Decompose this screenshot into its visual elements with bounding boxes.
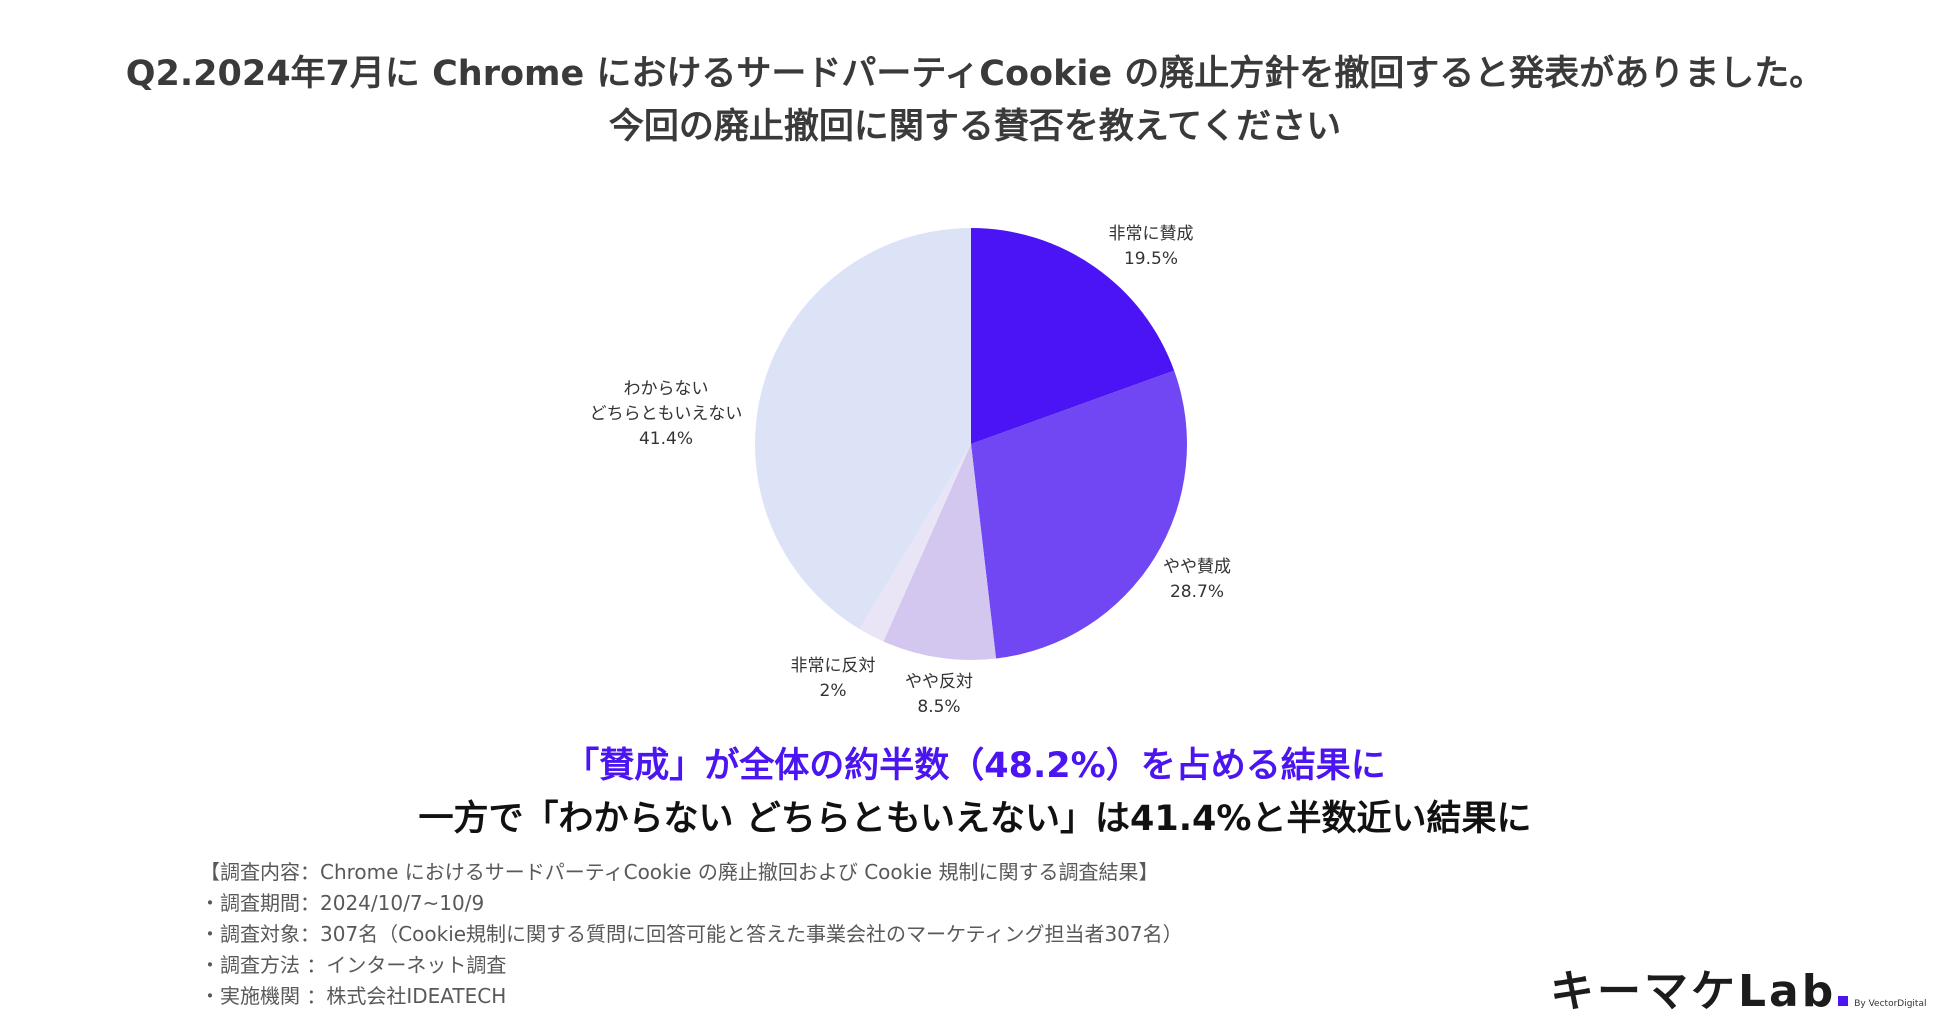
slice-label-somewhat-agree: やや賛成 28.7% (1163, 557, 1231, 602)
pie-slice-very-agree (971, 228, 1175, 444)
headline-primary: 「賛成」が全体の約半数（48.2%）を占める結果に (564, 746, 1386, 786)
pie-slice-somewhat-agree (971, 370, 1188, 659)
pie-slice-unsure (754, 228, 971, 629)
pie-slice-strongly-disagree (859, 444, 971, 642)
note-survey-period: ・調査期間：2024/10/7~10/9 (200, 891, 485, 915)
pie-slice-somewhat-disagree (883, 444, 997, 661)
note-survey-content: 【調査内容：Chrome におけるサードパーティCookie の廃止撤回および … (200, 860, 1159, 884)
logo-text: キーマケLab (1550, 966, 1837, 1017)
logo-dot-icon (1838, 996, 1849, 1006)
note-survey-organization: ・実施機関 ：株式会社IDEATECH (200, 984, 507, 1008)
chart-title: Q2.2024年7月に Chrome におけるサードパーティCookie の廃止… (0, 48, 1950, 154)
note-survey-method: ・調査方法 ：インターネット調査 (200, 953, 507, 977)
slice-label-strongly-disagree: 非常に反対 2% (791, 656, 876, 701)
brand-logo: キーマケLab By VectorDigital (1550, 955, 1926, 1019)
title-line-1: Q2.2024年7月に Chrome におけるサードパーティCookie の廃止… (125, 54, 1825, 94)
survey-notes: 【調査内容：Chrome におけるサードパーティCookie の廃止撤回および … (200, 857, 1183, 1012)
note-survey-target: ・調査対象：307名（Cookie規制に関する質問に回答可能と答えた事業会社のマ… (200, 922, 1183, 946)
logo-subtext: By VectorDigital (1854, 999, 1927, 1009)
slice-label-unsure: わからないどちらともいえない 41.4% (590, 379, 743, 449)
headline-secondary: 一方で「わからない どちらともいえない」は41.4%と半数近い結果に (418, 799, 1532, 839)
slice-label-very-agree: 非常に賛成 19.5% (1109, 224, 1194, 269)
slice-label-somewhat-disagree: やや反対 8.5% (905, 672, 973, 717)
pie-chart: 非常に賛成 19.5% やや賛成 28.7% やや反対 8.5% 非常に反対 2% わからないど… (590, 224, 1231, 717)
title-line-2: 今回の廃止撤回に関する賛否を教えてください (608, 107, 1342, 147)
